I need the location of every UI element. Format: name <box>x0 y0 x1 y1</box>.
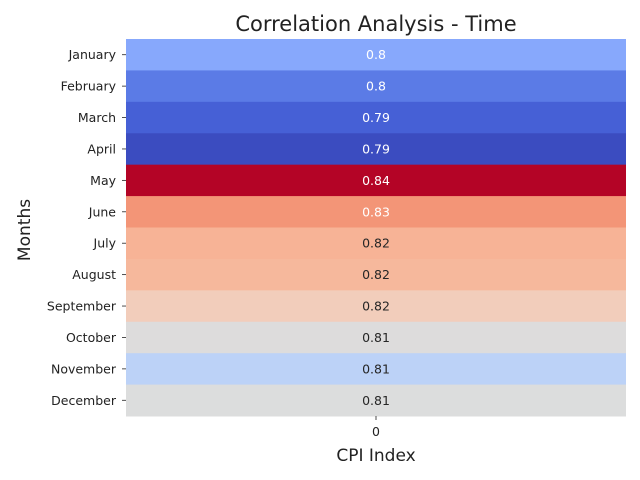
cell-value-label-october: 0.81 <box>362 330 390 345</box>
heatmap-cell-december <box>126 384 626 417</box>
y-tick-label-january: January <box>68 47 117 62</box>
y-tick-label-august: August <box>72 267 116 282</box>
y-tick-label-october: October <box>66 330 117 345</box>
heatmap-cell-august <box>126 258 626 291</box>
cell-value-label-april: 0.79 <box>362 141 390 156</box>
y-tick-label-june: June <box>88 204 117 219</box>
y-tick-label-july: July <box>93 236 117 251</box>
x-axis-label: CPI Index <box>336 446 415 466</box>
heatmap-cell-june <box>126 196 626 228</box>
heatmap-cell-september <box>126 290 626 323</box>
y-axis-ticks: January February March April May June July Augu… <box>47 47 126 408</box>
y-tick-label-march: March <box>78 110 116 125</box>
y-tick-label-february: February <box>61 79 117 94</box>
heatmap-cell-july <box>126 227 626 260</box>
cell-value-label-july: 0.82 <box>362 236 390 251</box>
cell-value-label-february: 0.8 <box>366 79 386 94</box>
x-tick-label-0: 0 <box>372 424 380 439</box>
cell-value-label-january: 0.8 <box>366 47 386 62</box>
heatmap-cell-february <box>126 70 626 103</box>
cell-value-label-june: 0.83 <box>362 204 390 219</box>
heatmap-cell-march <box>126 101 626 134</box>
heatmap-cell-november <box>126 353 626 386</box>
heatmap-cell-january <box>126 39 626 71</box>
y-tick-label-may: May <box>90 173 116 188</box>
x-axis-ticks: 0 <box>372 416 380 439</box>
cell-value-label-may: 0.84 <box>362 173 390 188</box>
heatmap-cell-may <box>126 164 626 197</box>
heatmap-cell-october <box>126 321 626 354</box>
heatmap-cell-april <box>126 133 626 166</box>
y-tick-label-september: September <box>47 299 117 314</box>
y-axis-label: Months <box>15 199 35 261</box>
y-tick-label-november: November <box>51 361 117 376</box>
cell-value-label-august: 0.82 <box>362 267 390 282</box>
y-tick-label-april: April <box>87 141 116 156</box>
y-tick-label-december: December <box>51 393 117 408</box>
cell-value-label-november: 0.81 <box>362 361 390 376</box>
cell-value-label-december: 0.81 <box>362 393 390 408</box>
cell-value-label-september: 0.82 <box>362 299 390 314</box>
chart-title: Correlation Analysis - Time <box>235 12 516 36</box>
heatmap-cells: 0.8 0.8 0.79 0.79 0.84 0.83 0.82 0.82 0.82 0.81 0.… <box>126 39 626 417</box>
cell-value-label-march: 0.79 <box>362 110 390 125</box>
